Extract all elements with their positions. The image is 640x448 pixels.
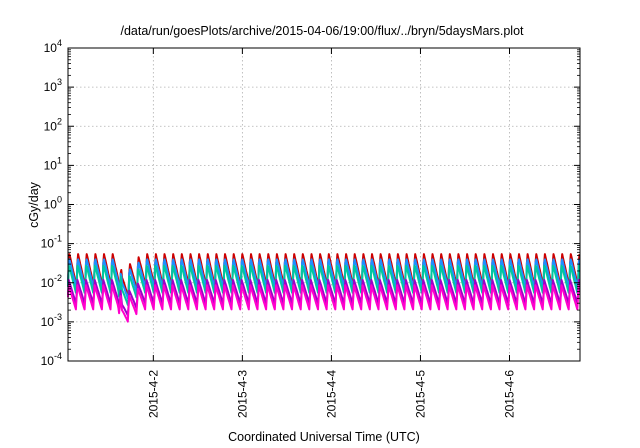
y-tick-label: 102	[44, 116, 62, 133]
x-tick-label: 2015-4-5	[413, 370, 427, 418]
y-tick-label: 101	[44, 155, 62, 172]
plot-frame	[67, 47, 581, 362]
grid-lines	[68, 48, 580, 361]
y-tick-label: 100	[44, 195, 62, 212]
y-axis-label: cGy/day	[27, 181, 41, 228]
x-tick-label: 2015-4-3	[235, 370, 249, 418]
series-line	[67, 264, 581, 306]
series-line	[67, 284, 581, 323]
x-axis-ticks: 2015-4-2 2015-4-3 2015-4-4 2015-4-5 2015-4-6	[146, 48, 517, 418]
x-axis-label: Coordinated Universal Time (UTC)	[228, 430, 420, 444]
x-tick-label: 2015-4-6	[503, 370, 517, 418]
y-tick-label: 10-2	[41, 273, 62, 290]
chart-title: /data/run/goesPlots/archive/2015-04-06/1…	[120, 24, 524, 38]
y-tick-label: 103	[44, 77, 62, 94]
y-tick-label: 104	[44, 38, 62, 55]
y-axis-ticks: 10-4 10-3 10-2 10-1 100 101 102 103 104	[41, 38, 580, 368]
y-tick-label: 10-1	[41, 234, 62, 251]
series-line	[67, 258, 581, 300]
series-group	[67, 253, 581, 323]
y-tick-label: 10-3	[41, 312, 62, 329]
x-tick-label: 2015-4-4	[324, 370, 338, 418]
y-tick-label: 10-4	[41, 351, 62, 368]
x-tick-label: 2015-4-2	[146, 370, 160, 418]
